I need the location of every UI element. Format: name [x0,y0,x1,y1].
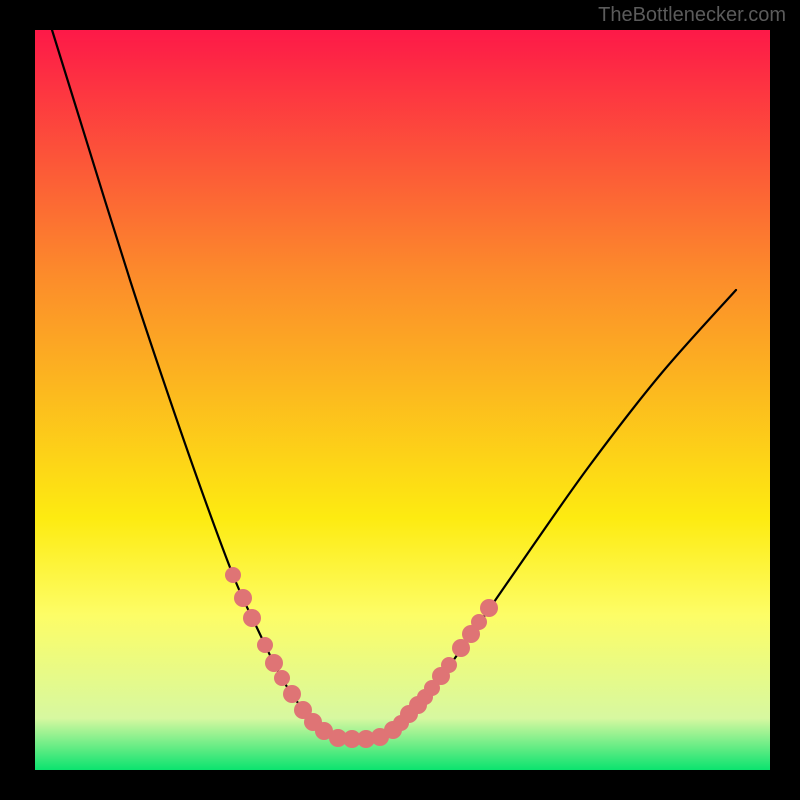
cluster-dot-left-1 [234,589,252,607]
cluster-dot-left-2 [243,609,261,627]
curve-overlay-svg [35,30,770,770]
cluster-dot-right-10 [471,614,487,630]
cluster-dot-right-7 [441,657,457,673]
cluster-dot-left-6 [283,685,301,703]
cluster-dot-left-5 [274,670,290,686]
chart-plot-area [35,30,770,770]
cluster-dot-left-3 [257,637,273,653]
cluster-dot-left-0 [225,567,241,583]
watermark-text: TheBottlenecker.com [598,4,786,27]
v-curve-path [43,1,736,740]
cluster-dot-left-4 [265,654,283,672]
cluster-dot-right-11 [480,599,498,617]
